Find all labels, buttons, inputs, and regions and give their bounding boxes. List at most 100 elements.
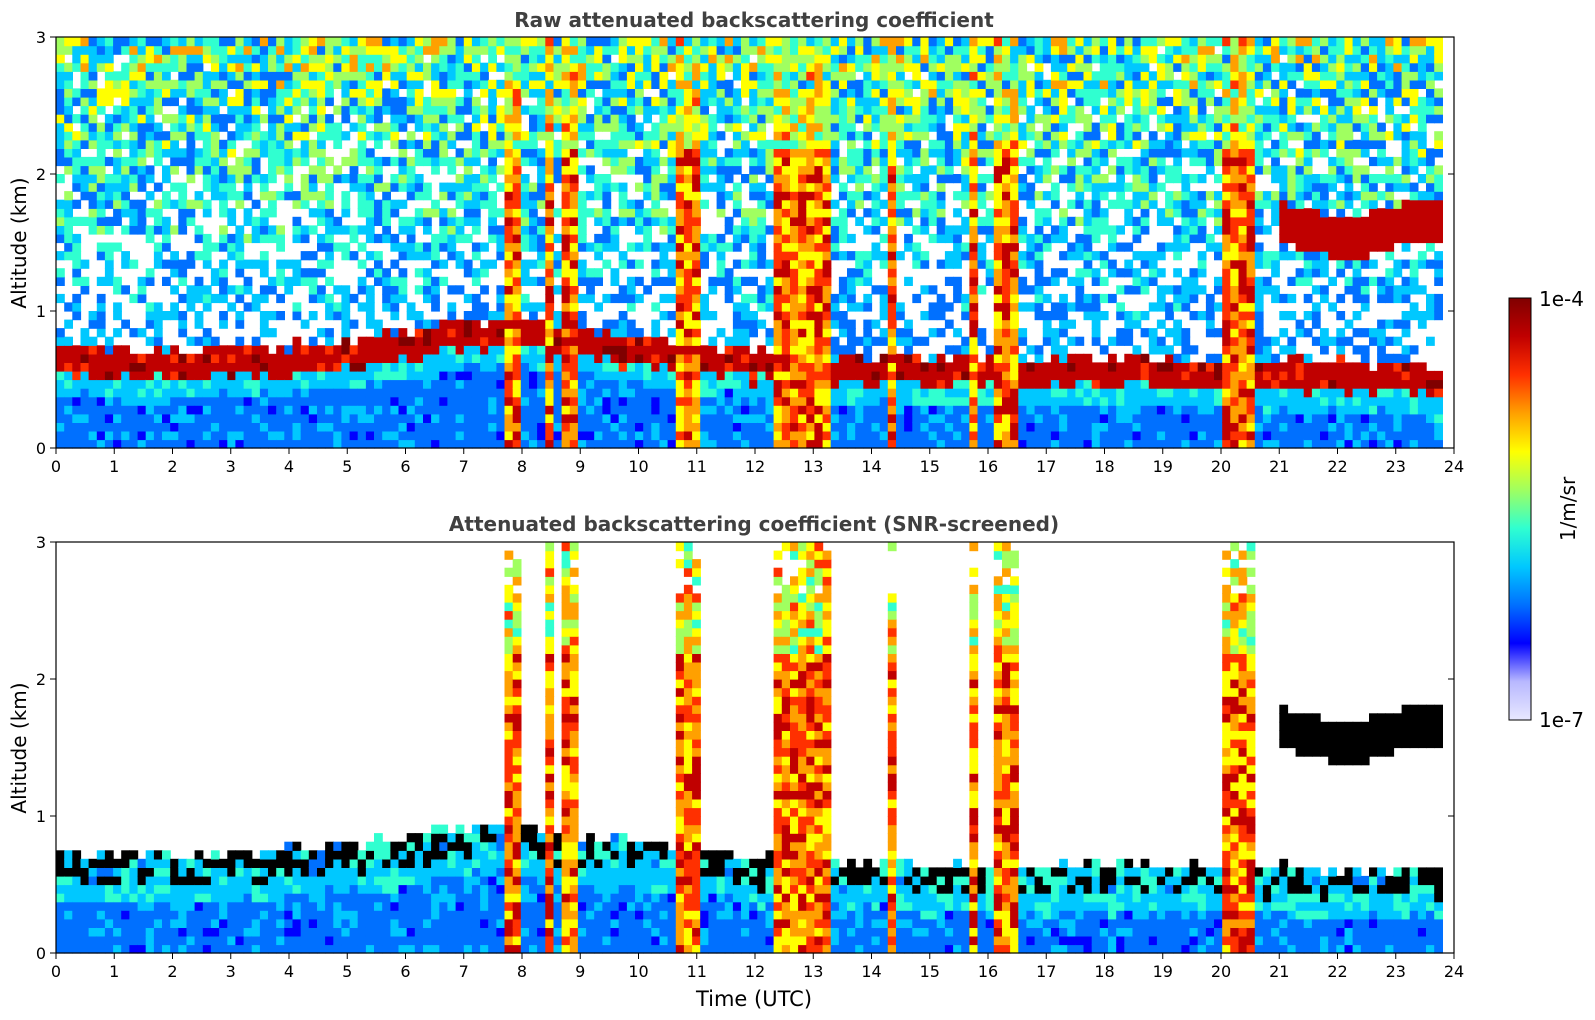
heatmap-cell — [855, 62, 864, 72]
heatmap-cell — [259, 148, 269, 158]
heatmap-cell — [121, 79, 130, 89]
heatmap-cell — [863, 148, 873, 158]
heatmap-cell — [243, 174, 253, 184]
heatmap-cell — [96, 276, 106, 286]
heatmap-cell — [300, 362, 310, 372]
heatmap-cell — [683, 208, 693, 218]
heatmap-cell — [814, 362, 824, 372]
heatmap-cell — [170, 148, 179, 158]
heatmap-cell — [292, 311, 302, 321]
heatmap-cell — [1010, 71, 1019, 81]
heatmap-cell — [488, 370, 497, 381]
heatmap-cell — [113, 396, 122, 406]
heatmap-cell — [830, 79, 840, 89]
heatmap-cell — [1002, 422, 1011, 432]
heatmap-cell — [455, 362, 465, 372]
heatmap-cell — [683, 362, 693, 372]
heatmap-cell — [561, 430, 571, 441]
heatmap-cell — [374, 405, 383, 415]
heatmap-cell — [553, 96, 563, 107]
heatmap-cell — [186, 45, 196, 55]
heatmap-cell — [586, 62, 595, 72]
heatmap-cell — [847, 114, 856, 124]
heatmap-cell — [423, 131, 432, 141]
heatmap-cell — [259, 233, 269, 244]
heatmap-cell — [773, 208, 783, 218]
heatmap-cell — [104, 405, 114, 415]
heatmap-cell — [757, 182, 767, 192]
heatmap-cell — [855, 396, 864, 406]
heatmap-cell — [145, 88, 155, 98]
heatmap-cell — [64, 405, 73, 415]
heatmap-cell — [308, 139, 318, 149]
heatmap-cell — [504, 430, 514, 441]
heatmap-cell — [953, 208, 962, 218]
heatmap-cell — [920, 259, 930, 269]
heatmap-cell — [683, 88, 693, 98]
heatmap-cell — [235, 259, 245, 269]
heatmap-cell — [300, 379, 310, 389]
heatmap-cell — [700, 388, 709, 398]
heatmap-cell — [1034, 379, 1044, 389]
heatmap-cell — [406, 370, 416, 381]
heatmap-cell — [251, 345, 261, 355]
heatmap-cell — [292, 259, 302, 269]
heatmap-cell — [325, 396, 334, 406]
heatmap-cell — [1042, 54, 1052, 64]
heatmap-cell — [896, 182, 905, 192]
heatmap-cell — [569, 251, 579, 261]
heatmap-cell — [333, 413, 343, 423]
heatmap-cell — [1002, 199, 1011, 209]
heatmap-cell — [251, 54, 261, 64]
heatmap-cell — [708, 396, 718, 406]
heatmap-cell — [822, 268, 832, 278]
heatmap-cell — [365, 439, 375, 449]
heatmap-cell — [830, 293, 840, 304]
heatmap-cell — [374, 139, 383, 149]
heatmap-cell — [887, 405, 897, 415]
heatmap-cell — [129, 379, 139, 389]
heatmap-cell — [374, 114, 383, 124]
heatmap-cell — [251, 199, 261, 209]
heatmap-cell — [398, 345, 408, 355]
heatmap-cell — [879, 362, 889, 372]
heatmap-cell — [235, 370, 245, 381]
heatmap-cell — [414, 379, 424, 389]
heatmap-cell — [1059, 293, 1068, 304]
heatmap-cell — [520, 276, 530, 286]
heatmap-cell — [863, 114, 873, 124]
heatmap-cell — [56, 345, 65, 355]
heatmap-cell — [626, 208, 636, 218]
heatmap-cell — [594, 251, 603, 261]
heatmap-cell — [276, 105, 285, 115]
heatmap-cell — [961, 422, 970, 432]
heatmap-cell — [545, 251, 555, 261]
heatmap-cell — [757, 233, 767, 244]
heatmap-cell — [390, 293, 400, 304]
heatmap-cell — [431, 439, 440, 449]
heatmap-cell — [798, 362, 807, 372]
heatmap-cell — [243, 388, 253, 398]
heatmap-cell — [1018, 216, 1028, 226]
heatmap-cell — [553, 413, 563, 423]
heatmap-cell — [153, 37, 163, 47]
heatmap-cell — [577, 242, 587, 252]
heatmap-cell — [162, 396, 171, 406]
heatmap-cell — [814, 345, 824, 355]
heatmap-cell — [822, 430, 832, 441]
heatmap-cell — [838, 156, 848, 167]
heatmap-cell — [480, 379, 489, 389]
heatmap-cell — [741, 208, 750, 218]
heatmap-cell — [80, 139, 90, 149]
heatmap-cell — [643, 37, 652, 47]
heatmap-cell — [529, 345, 538, 355]
heatmap-cell — [56, 430, 65, 441]
heatmap-cell — [814, 405, 824, 415]
heatmap-cell — [781, 156, 791, 167]
heatmap-cell — [512, 302, 522, 312]
heatmap-cell — [243, 405, 253, 415]
heatmap-cell — [667, 233, 677, 244]
heatmap-cell — [423, 405, 432, 415]
heatmap-cell — [317, 62, 326, 72]
heatmap-cell — [692, 345, 701, 355]
